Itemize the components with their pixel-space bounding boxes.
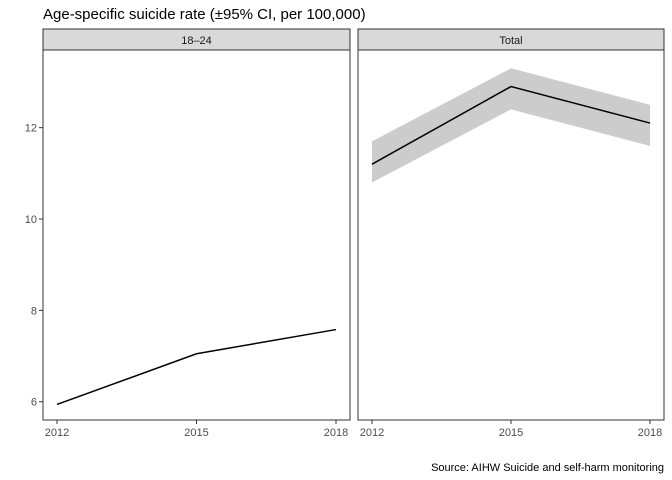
chart-title: Age-specific suicide rate (±95% CI, per … — [43, 6, 366, 23]
x-tick-label: 2018 — [638, 427, 662, 439]
chart-caption: Source: AIHW Suicide and self-harm monit… — [431, 462, 664, 474]
y-tick-label: 10 — [25, 214, 37, 226]
x-tick-label: 2015 — [184, 427, 208, 439]
series-line — [371, 85, 651, 165]
panel-1: 18–24 2012 2015 2018 — [42, 28, 351, 439]
series-line — [56, 328, 337, 406]
x-tick-label: 2018 — [324, 427, 348, 439]
panels: 18–24 2012 2015 2018 Total 2012 2015 2018 6 8 10 12 — [25, 28, 665, 439]
x-tick-label: 2012 — [45, 427, 69, 439]
panel-background — [43, 50, 350, 420]
panel-2: Total 2012 2015 2018 — [357, 28, 665, 439]
y-tick-label: 8 — [31, 305, 37, 317]
y-axis: 6 8 10 12 — [25, 123, 43, 409]
x-tick-label: 2015 — [499, 427, 523, 439]
strip-label: 18–24 — [181, 35, 212, 47]
confidence-ribbon — [372, 68, 650, 183]
y-tick-label: 6 — [31, 397, 37, 409]
x-tick-label: 2012 — [360, 427, 384, 439]
strip-label: Total — [499, 35, 522, 47]
y-tick-label: 12 — [25, 123, 37, 135]
